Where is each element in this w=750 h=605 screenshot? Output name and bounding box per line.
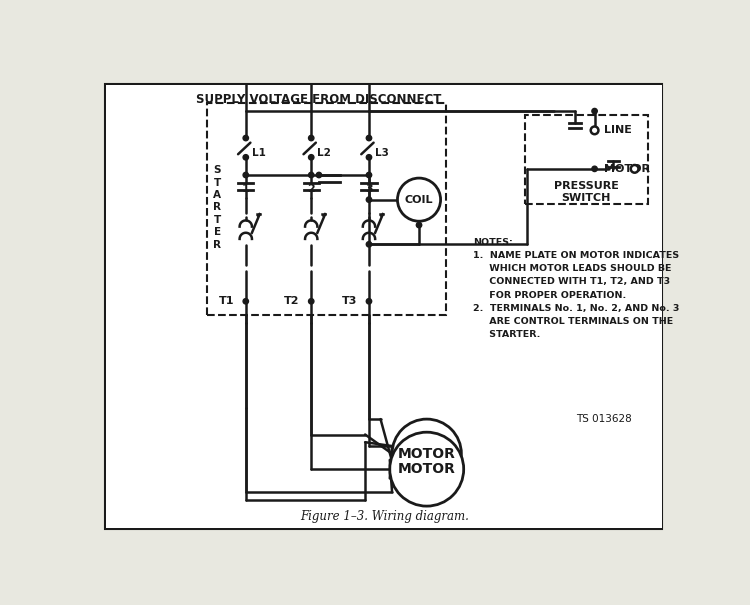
Circle shape	[592, 108, 597, 114]
Text: TS 013628: TS 013628	[576, 414, 632, 424]
Circle shape	[243, 172, 248, 178]
Text: 2.  TERMINALS No. 1, No. 2, AND No. 3: 2. TERMINALS No. 1, No. 2, AND No. 3	[473, 304, 680, 313]
Circle shape	[631, 165, 638, 172]
Bar	[207, 103, 446, 315]
Text: L1: L1	[252, 148, 266, 158]
Text: 1: 1	[242, 184, 250, 194]
Text: 1.  NAME PLATE ON MOTOR INDICATES: 1. NAME PLATE ON MOTOR INDICATES	[473, 251, 679, 260]
Circle shape	[592, 166, 597, 172]
Circle shape	[416, 223, 422, 227]
Text: T3: T3	[342, 296, 358, 306]
Text: FOR PROPER OPERATION.: FOR PROPER OPERATION.	[473, 290, 626, 299]
Text: ARE CONTROL TERMINALS ON THE: ARE CONTROL TERMINALS ON THE	[473, 316, 674, 325]
Circle shape	[366, 241, 372, 247]
Text: L3: L3	[375, 148, 389, 158]
Circle shape	[243, 299, 248, 304]
Text: LINE: LINE	[604, 125, 632, 136]
Circle shape	[366, 155, 372, 160]
Text: MOTOR: MOTOR	[604, 164, 650, 174]
Text: STARTER.: STARTER.	[473, 330, 540, 339]
Text: CONNECTED WITH T1, T2, AND T3: CONNECTED WITH T1, T2, AND T3	[473, 278, 670, 286]
Text: WHICH MOTOR LEADS SHOULD BE: WHICH MOTOR LEADS SHOULD BE	[473, 264, 671, 273]
Text: S
T
A
R
T
E
R: S T A R T E R	[213, 165, 221, 249]
Text: 3: 3	[365, 184, 373, 194]
Text: Figure 1–3. Wiring diagram.: Figure 1–3. Wiring diagram.	[300, 510, 469, 523]
Text: NOTES:: NOTES:	[473, 238, 513, 247]
Circle shape	[308, 155, 314, 160]
Circle shape	[398, 178, 440, 221]
Text: COIL: COIL	[405, 195, 433, 204]
Circle shape	[366, 299, 372, 304]
Circle shape	[316, 172, 322, 178]
Text: SUPPLY VOLTAGE FROM DISCONNECT: SUPPLY VOLTAGE FROM DISCONNECT	[196, 93, 442, 106]
Circle shape	[390, 432, 464, 506]
Circle shape	[243, 155, 248, 160]
Text: L2: L2	[317, 148, 332, 158]
Text: MOTOR: MOTOR	[398, 462, 456, 476]
Circle shape	[366, 136, 372, 141]
Text: 2: 2	[308, 184, 315, 194]
Text: MOTOR: MOTOR	[398, 446, 456, 461]
Text: T1: T1	[219, 296, 234, 306]
Circle shape	[591, 126, 598, 134]
Circle shape	[308, 136, 314, 141]
Circle shape	[243, 136, 248, 141]
Circle shape	[366, 172, 372, 178]
Bar	[524, 115, 648, 203]
Circle shape	[392, 419, 461, 488]
Circle shape	[308, 299, 314, 304]
Text: PRESSURE
SWITCH: PRESSURE SWITCH	[554, 181, 619, 203]
Text: T2: T2	[284, 296, 300, 306]
Circle shape	[308, 172, 314, 178]
Circle shape	[366, 197, 372, 202]
